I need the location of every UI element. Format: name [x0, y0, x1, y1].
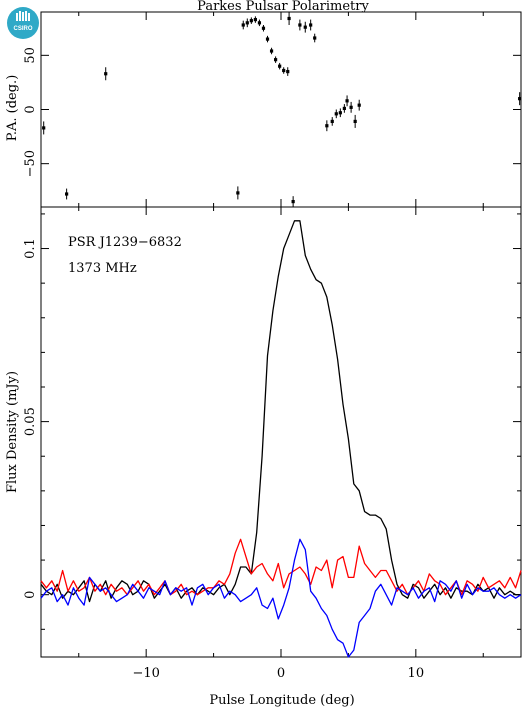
logo-text: CSIRO — [13, 26, 32, 32]
pa-point — [257, 21, 262, 25]
circular-polarization-line — [40, 538, 522, 658]
pa-point — [265, 37, 270, 41]
chart-title: Parkes Pulsar Polarimetry — [197, 0, 369, 14]
annotation-freq: 1373 MHz — [68, 261, 137, 276]
pa-point — [253, 17, 257, 22]
pa-point — [334, 112, 338, 116]
pa-frame — [40, 11, 522, 208]
pa-point — [353, 119, 357, 124]
pa-point — [286, 69, 290, 74]
y-tick-label: 0 — [23, 591, 38, 599]
x-tick-label: −10 — [132, 666, 159, 681]
pa-y-tick-label: 50 — [23, 47, 38, 64]
y-tick-label: 0.1 — [23, 238, 38, 259]
pa-point — [291, 199, 295, 204]
pa-point — [249, 19, 253, 23]
pa-y-tick-label: −50 — [23, 150, 38, 177]
x-tick-label: 0 — [277, 666, 285, 681]
pa-point — [518, 97, 522, 101]
pa-y-axis-label: P.A. (deg.) — [5, 75, 20, 142]
csiro-logo: CSIRO — [7, 7, 39, 39]
pa-panel: −50 0 50 — [23, 11, 522, 208]
pa-point — [345, 99, 349, 103]
pa-point — [282, 68, 286, 73]
pa-point — [303, 25, 307, 29]
pa-point — [42, 126, 46, 130]
pa-y-tick-label: 0 — [23, 105, 38, 113]
y-tick-label: 0.05 — [23, 407, 38, 436]
pa-point — [261, 26, 266, 30]
pa-point — [236, 191, 240, 195]
pa-point — [104, 72, 108, 76]
pa-point — [309, 23, 313, 27]
pa-point — [349, 105, 353, 109]
pa-point — [274, 58, 278, 62]
annotation-psr: PSR J1239−6832 — [68, 235, 182, 250]
pa-point — [65, 192, 69, 196]
linear-polarization-line — [40, 538, 522, 596]
pa-point — [287, 16, 291, 21]
total-intensity-line — [40, 220, 521, 603]
pa-point — [298, 23, 302, 27]
pa-point — [313, 36, 317, 40]
pa-point — [241, 23, 245, 27]
flux-panel: −10 0 10 0 0.05 0.1 — [23, 206, 522, 681]
pa-point — [338, 111, 342, 115]
pa-point — [278, 64, 282, 68]
pa-point — [269, 49, 274, 53]
pa-point — [342, 106, 346, 111]
pa-point — [330, 119, 334, 124]
pa-point — [357, 103, 361, 107]
x-tick-label: 10 — [408, 666, 425, 681]
pa-point — [245, 21, 249, 25]
flux-y-axis-label: Flux Density (mJy) — [5, 371, 20, 493]
pa-point — [325, 124, 329, 128]
x-axis-label: Pulse Longitude (deg) — [209, 693, 354, 708]
